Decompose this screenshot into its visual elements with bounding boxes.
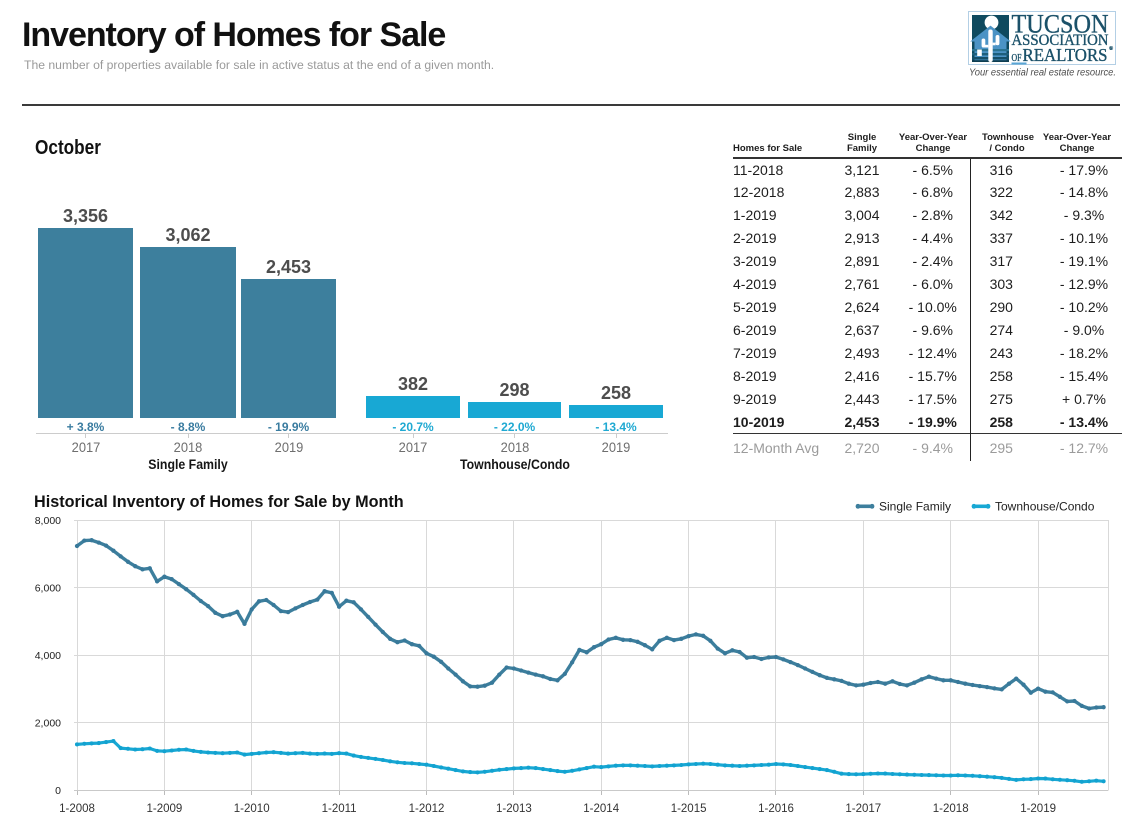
svg-text:Historical Inventory of Homes: Historical Inventory of Homes for Sale b… — [34, 493, 404, 511]
svg-text:1-2018: 1-2018 — [933, 803, 969, 815]
svg-text:1-2011: 1-2011 — [322, 803, 357, 815]
svg-text:2,000: 2,000 — [35, 717, 61, 729]
svg-text:1-2015: 1-2015 — [671, 803, 707, 815]
svg-text:1-2012: 1-2012 — [409, 803, 445, 815]
svg-text:Townhouse/Condo: Townhouse/Condo — [995, 500, 1095, 514]
svg-text:1-2016: 1-2016 — [758, 803, 794, 815]
svg-text:TUCSON: TUCSON — [1012, 10, 1109, 39]
svg-text:Your essential real estate res: Your essential real estate resource. — [969, 68, 1116, 79]
svg-text:1-2017: 1-2017 — [845, 803, 881, 815]
svg-text:1-2009: 1-2009 — [146, 803, 182, 815]
svg-text:6,000: 6,000 — [35, 582, 61, 594]
svg-text:1-2019: 1-2019 — [1020, 803, 1056, 815]
svg-text:0: 0 — [55, 785, 61, 797]
svg-text:REALTORS: REALTORS — [1023, 45, 1108, 65]
svg-text:1-2014: 1-2014 — [583, 803, 619, 815]
svg-text:4,000: 4,000 — [35, 650, 61, 662]
svg-text:8,000: 8,000 — [35, 515, 61, 527]
svg-text:1-2008: 1-2008 — [59, 803, 95, 815]
svg-text:OF: OF — [1012, 52, 1022, 64]
svg-text:1-2010: 1-2010 — [234, 803, 270, 815]
svg-text:Single Family: Single Family — [879, 500, 951, 514]
svg-text:®: ® — [1109, 45, 1113, 52]
svg-text:ASSOCIATION: ASSOCIATION — [1012, 32, 1109, 49]
svg-text:1-2013: 1-2013 — [496, 803, 532, 815]
